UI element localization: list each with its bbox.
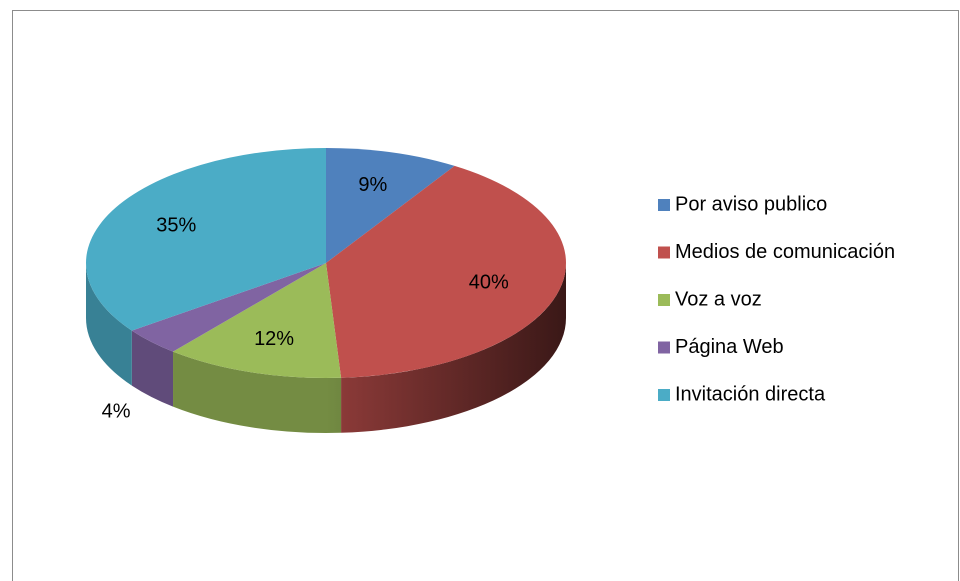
pie-side xyxy=(173,351,342,433)
legend-label: Invitación directa xyxy=(675,383,826,405)
pie-slice xyxy=(326,148,455,263)
pie-side xyxy=(341,263,566,433)
pie-slice xyxy=(131,263,326,352)
pie-slice xyxy=(173,263,342,378)
pie-slice xyxy=(85,148,326,331)
data-label: 12% xyxy=(254,328,294,350)
legend-swatch xyxy=(658,246,670,259)
legend-label: Medios de comunicación xyxy=(675,241,895,263)
legend-swatch xyxy=(658,199,670,211)
pie-side xyxy=(131,330,174,407)
data-label: 4% xyxy=(102,401,131,423)
legend-swatch xyxy=(658,294,670,306)
legend-label: Página Web xyxy=(675,336,784,358)
legend-swatch xyxy=(658,389,670,401)
legend-label: Voz a voz xyxy=(675,288,762,310)
pie-side xyxy=(86,263,132,386)
data-label: 9% xyxy=(358,174,387,196)
legend-swatch xyxy=(658,341,670,354)
data-label: 35% xyxy=(156,215,196,237)
pie-slice xyxy=(326,165,567,378)
data-label: 40% xyxy=(469,271,509,293)
legend-label: Por aviso publico xyxy=(675,193,827,215)
